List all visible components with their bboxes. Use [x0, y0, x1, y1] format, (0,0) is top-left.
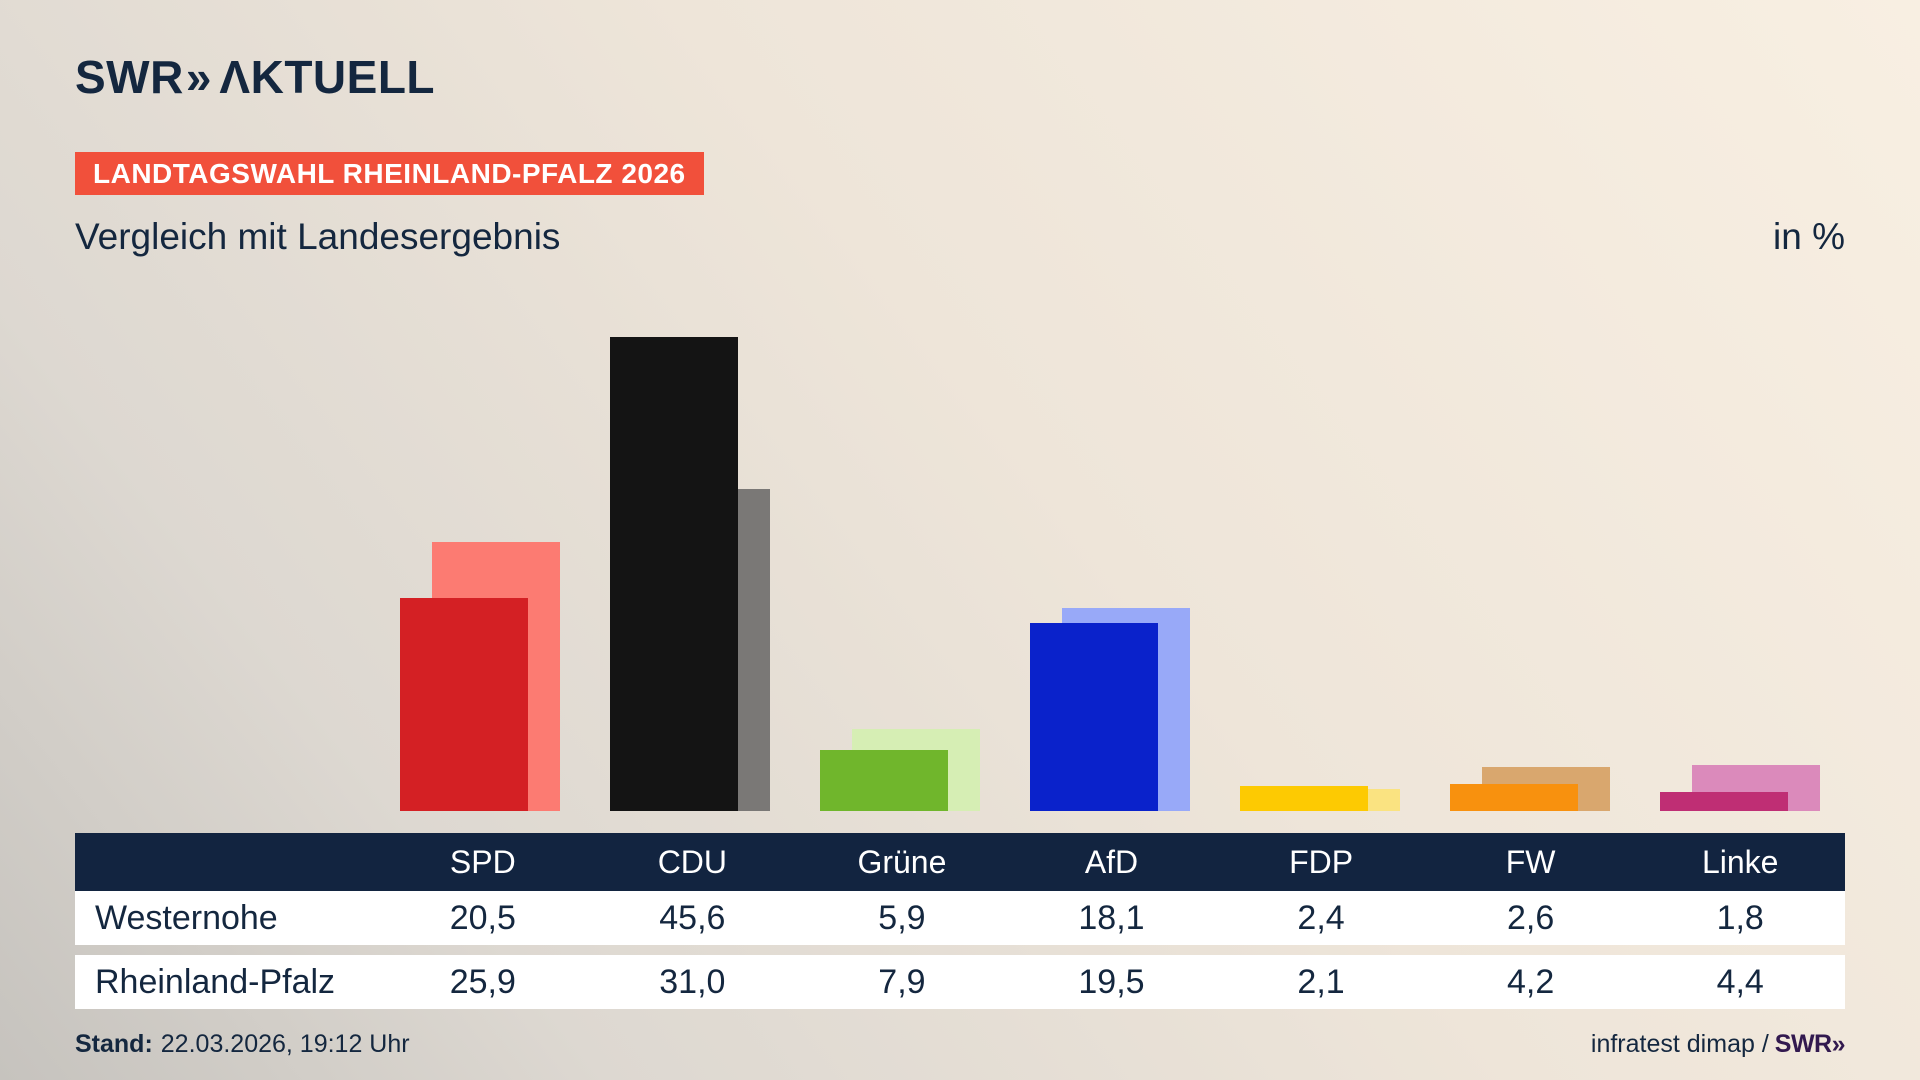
bar-westernohe-fw: [1450, 784, 1578, 811]
table-cell-rheinland-pfalz-grne: 7,9: [878, 962, 926, 1001]
table-cell-rheinland-pfalz-linke: 4,4: [1716, 962, 1764, 1001]
chart-title: Vergleich mit Landesergebnis: [75, 216, 561, 257]
election-badge: LANDTAGSWAHL RHEINLAND-PFALZ 2026: [75, 152, 704, 195]
logo-aktuell-text: ΛKTUELL: [219, 51, 436, 103]
footer: Stand: 22.03.2026, 19:12 Uhr infratest di…: [75, 1030, 1846, 1059]
table-header-row: SPD CDU Grüne AfD FDP FW Linke: [75, 833, 1845, 891]
table-cell-westernohe-spd: 20,5: [449, 898, 516, 937]
column-header-linke: Linke: [1701, 843, 1779, 880]
row-label: Westernohe: [95, 898, 278, 937]
table-cell-rheinland-pfalz-cdu: 31,0: [659, 962, 726, 1001]
swr-aktuell-logo: SWR» ΛKTUELL: [75, 50, 435, 104]
column-header-fdp: FDP: [1289, 843, 1354, 880]
table-cell-westernohe-afd: 18,1: [1078, 898, 1145, 937]
table-cell-westernohe-grne: 5,9: [878, 898, 926, 937]
unit-label: in %: [1773, 216, 1845, 257]
table-cell-rheinland-pfalz-fdp: 2,1: [1297, 962, 1345, 1001]
bar-westernohe-linke: [1660, 792, 1788, 811]
table-row-rheinland-pfalz: Rheinland-Pfalz 25,9 31,0 7,9 19,5 2,1 4,2 4,4: [75, 955, 1845, 1009]
column-header-spd: SPD: [449, 843, 516, 880]
bar-westernohe-afd: [1030, 623, 1158, 811]
table-cell-rheinland-pfalz-spd: 25,9: [449, 962, 516, 1001]
table-cell-westernohe-fdp: 2,4: [1297, 898, 1345, 937]
stand-value: 22.03.2026, 19:12 Uhr: [160, 1030, 410, 1058]
table-cell-rheinland-pfalz-fw: 4,2: [1507, 962, 1555, 1001]
column-header-fw: FW: [1505, 843, 1556, 880]
stand-label: Stand:: [75, 1030, 153, 1058]
logo-swr-text: SWR: [75, 51, 184, 103]
bar-chart: [378, 0, 1848, 811]
title-row: Vergleich mit Landesergebnis in %: [75, 216, 1845, 258]
source-line: infratest dimap / SWR»: [1590, 1030, 1846, 1059]
table-cell-westernohe-fw: 2,6: [1507, 898, 1555, 937]
bar-westernohe-fdp: [1240, 786, 1368, 811]
logo-chevrons-icon: »: [185, 51, 212, 103]
bar-westernohe-cdu: [610, 337, 738, 811]
table-cell-westernohe-cdu: 45,6: [659, 898, 726, 937]
column-header-grne: Grüne: [857, 843, 947, 880]
table-cell-rheinland-pfalz-afd: 19,5: [1078, 962, 1145, 1001]
table-cell-westernohe-linke: 1,8: [1716, 898, 1764, 937]
bar-westernohe-spd: [400, 598, 528, 811]
results-table: SPD CDU Grüne AfD FDP FW Linke Westernohe 20,5 45…: [75, 833, 1845, 1009]
column-header-afd: AfD: [1084, 843, 1139, 880]
bar-westernohe-grne: [820, 750, 948, 811]
source-swr-logo: SWR»: [1774, 1030, 1846, 1058]
source-text: infratest dimap /: [1590, 1030, 1769, 1058]
table-row-westernohe: Westernohe 20,5 45,6 5,9 18,1 2,4 2,6 1,8: [75, 891, 1845, 945]
stand-line: Stand: 22.03.2026, 19:12 Uhr: [75, 1030, 410, 1059]
row-label: Rheinland-Pfalz: [95, 962, 336, 1001]
column-header-cdu: CDU: [657, 843, 728, 880]
